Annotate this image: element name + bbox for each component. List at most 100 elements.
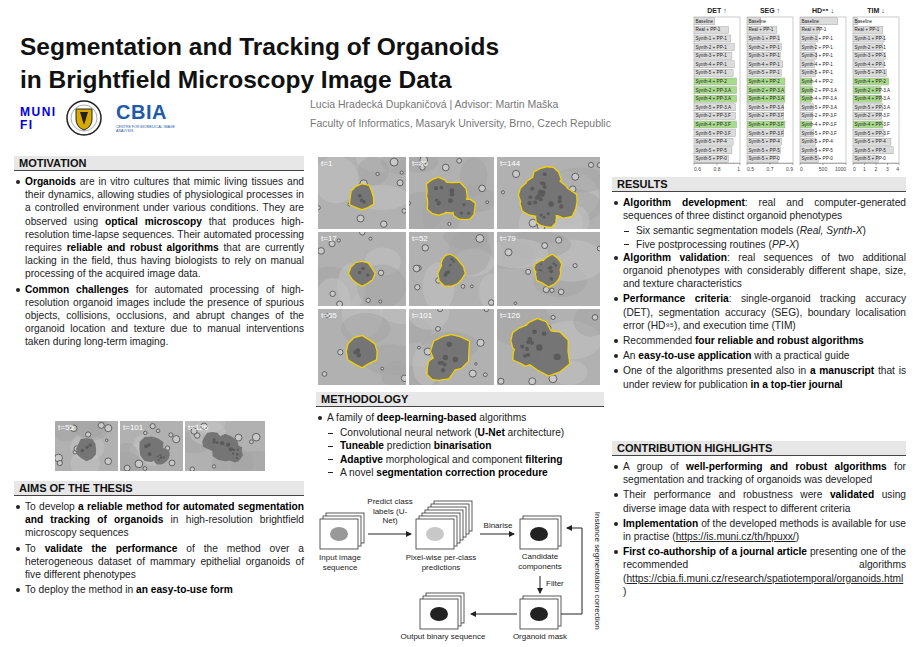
prediction-maps-content xyxy=(426,527,444,541)
organoid-texture xyxy=(528,195,532,199)
bullet-dot xyxy=(614,493,618,497)
bar-label: Synth-2 + PP-1 xyxy=(749,45,781,50)
organoid-texture xyxy=(449,188,454,193)
debris xyxy=(337,239,340,242)
organoid-texture xyxy=(542,190,546,194)
bold-text: well-performing and robust algorithms xyxy=(686,461,887,472)
flowchart-label: Pixel-wise per-class predictions xyxy=(404,553,478,572)
bar-label: Baseline xyxy=(749,19,767,24)
organoid-mask-content xyxy=(530,607,548,621)
sub-dash xyxy=(624,231,629,232)
organoid xyxy=(442,255,460,271)
debris xyxy=(413,265,420,272)
bold-text: segmentation correction procedure xyxy=(376,467,548,478)
bullet-item: Organoids are in vitro cultures that mim… xyxy=(14,175,304,281)
background-shade xyxy=(409,309,449,330)
bar-label: Synth-5 + PP-4 xyxy=(749,139,781,144)
bar-label: Synth-4 + PP-2 xyxy=(696,79,728,84)
debris xyxy=(542,243,548,249)
organoid-outline xyxy=(347,336,377,367)
muni-logo-text: FI xyxy=(20,119,34,132)
bar-label: Synth-4 + PP-3.F xyxy=(696,122,732,127)
organoid xyxy=(526,176,552,199)
organoid-texture xyxy=(444,273,448,277)
text-run: ) xyxy=(796,531,799,542)
bars xyxy=(853,18,893,163)
chart-title: TIM ↓ xyxy=(867,7,885,14)
bullet-dot xyxy=(614,522,618,526)
chart-title: SEG ↑ xyxy=(760,7,780,14)
bar-label: Synth-2 + PP-3.F xyxy=(802,113,838,118)
organoid-texture xyxy=(437,201,440,204)
time-label: t=126 xyxy=(188,423,209,432)
background-shade xyxy=(497,239,548,269)
bar-label: Synth-5 + PP-5 xyxy=(855,148,887,153)
flowchart-label: Output binary sequence xyxy=(387,632,499,642)
time-label: t=101 xyxy=(123,423,144,432)
poster: Segmentation and Tracking of Organoidsin… xyxy=(0,0,920,647)
organoid-texture xyxy=(538,269,540,271)
organoid-texture xyxy=(356,353,361,358)
plot-frame xyxy=(800,17,846,163)
authors: Lucia Hradecká Dupkaničová | Advisor: Ma… xyxy=(310,98,558,110)
debris xyxy=(514,302,517,305)
bar-label: Synth-5 + PP-3.F xyxy=(802,131,838,136)
university-crest xyxy=(64,98,104,138)
bar-label: Synth-4 + PP-3.A xyxy=(696,96,733,101)
debris xyxy=(415,285,420,290)
bar xyxy=(853,69,886,76)
bold-text: four reliable and robust algorithms xyxy=(695,335,864,346)
debris xyxy=(169,433,173,437)
bar xyxy=(694,87,737,94)
arrow-filter xyxy=(540,576,541,593)
text-run: ) xyxy=(863,225,866,236)
bar-label: Synth-2 + PP-3.A xyxy=(749,88,786,93)
flowchart-label: Filter xyxy=(546,579,586,589)
arrow-correction xyxy=(561,528,582,614)
bullet-dot xyxy=(614,369,618,373)
bar-label: Real + PP-1 xyxy=(696,27,721,32)
organoid xyxy=(429,356,455,379)
bar-label: Synth-5 + PP-0 xyxy=(696,156,728,161)
flowchart: Input image sequencePixel-wise per-class… xyxy=(316,495,606,645)
bar-label: Baseline xyxy=(855,19,873,24)
time-label: t=17 xyxy=(321,234,337,243)
text-run: architecture) xyxy=(505,427,564,438)
bold-text: optical microscopy xyxy=(105,216,202,227)
micrograph: t=101 xyxy=(409,309,494,385)
bar xyxy=(694,95,737,102)
micrograph: t=1 xyxy=(318,157,406,229)
time-label: t=55 xyxy=(58,423,74,432)
organoid-outline xyxy=(350,184,373,209)
arrow-predict xyxy=(368,534,411,535)
organoid-texture xyxy=(160,457,162,459)
text-run: ) xyxy=(623,586,626,597)
debris xyxy=(98,422,104,428)
bar-label: Synth-4 + PP-3.A xyxy=(749,96,786,101)
italic-text: PP-X xyxy=(772,239,796,250)
text-run: morphological and component xyxy=(383,454,525,465)
link[interactable]: https://is.muni.cz/th/hpuxx/ xyxy=(676,531,796,542)
bar xyxy=(853,147,893,154)
debris xyxy=(484,309,488,312)
organoid xyxy=(156,448,170,463)
debris xyxy=(144,431,148,435)
debris xyxy=(476,235,484,243)
organoid-texture xyxy=(523,354,527,358)
bar-label: Real + PP-1 xyxy=(802,27,827,32)
debris xyxy=(135,460,143,468)
affiliation: Faculty of Informatics, Masaryk Universi… xyxy=(310,117,611,129)
bar-label: Synth-4 + PP-3.F xyxy=(855,122,891,127)
organoid-texture xyxy=(543,216,546,219)
bar-label: Synth-5 + PP-3.A xyxy=(802,105,839,110)
bullet-dot xyxy=(16,505,20,509)
bar-label: Baseline xyxy=(802,19,820,24)
bar-label: Synth-5 + PP-3.A xyxy=(696,105,733,110)
bullet-item: Recommended four reliable and robust alg… xyxy=(612,334,906,347)
time-label: t=80 xyxy=(412,159,428,168)
debris xyxy=(322,372,327,377)
debris xyxy=(529,378,536,385)
link[interactable]: https://cbia.fi.muni.cz/research/spatiot… xyxy=(626,573,903,584)
debris xyxy=(592,315,598,321)
plot-frame xyxy=(694,17,740,163)
